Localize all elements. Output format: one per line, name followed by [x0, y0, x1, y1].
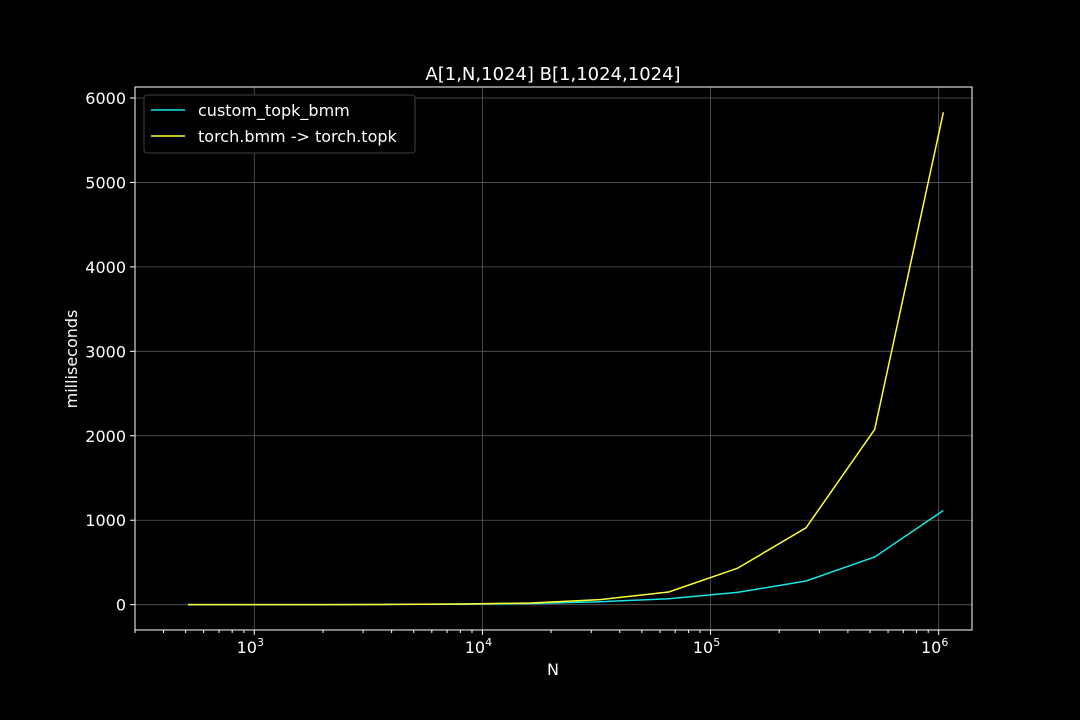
x-tick-label: 105: [693, 636, 720, 657]
x-tick-label: 106: [921, 636, 948, 657]
y-tick-label: 6000: [85, 89, 126, 108]
tick-layer: 0 1000 2000 3000 4000 5000 6000 103 104 105 106: [85, 89, 948, 657]
legend: custom_topk_bmm torch.bmm -> torch.topk: [143, 94, 416, 154]
x-tick-label: 103: [237, 636, 264, 657]
x-axis-label: N: [547, 660, 559, 679]
y-tick-label: 5000: [85, 173, 126, 192]
series-line-1: [187, 112, 945, 606]
grid-layer: [135, 87, 972, 630]
legend-box: [143, 94, 416, 154]
legend-label-0: custom_topk_bmm: [198, 101, 350, 121]
legend-label-1: torch.bmm -> torch.topk: [198, 127, 398, 146]
y-tick-label: 0: [116, 596, 126, 615]
chart-title: A[1,N,1024] B[1,1024,1024]: [425, 64, 680, 85]
plot-frame: [134, 86, 973, 631]
x-tick-label: 104: [465, 636, 492, 657]
y-tick-label: 3000: [85, 342, 126, 361]
y-tick-label: 4000: [85, 258, 126, 277]
series-layer: [187, 112, 945, 606]
series-line-0: [187, 509, 944, 606]
y-axis-label: milliseconds: [62, 310, 81, 409]
y-tick-label: 1000: [85, 511, 126, 530]
y-tick-label: 2000: [85, 427, 126, 446]
